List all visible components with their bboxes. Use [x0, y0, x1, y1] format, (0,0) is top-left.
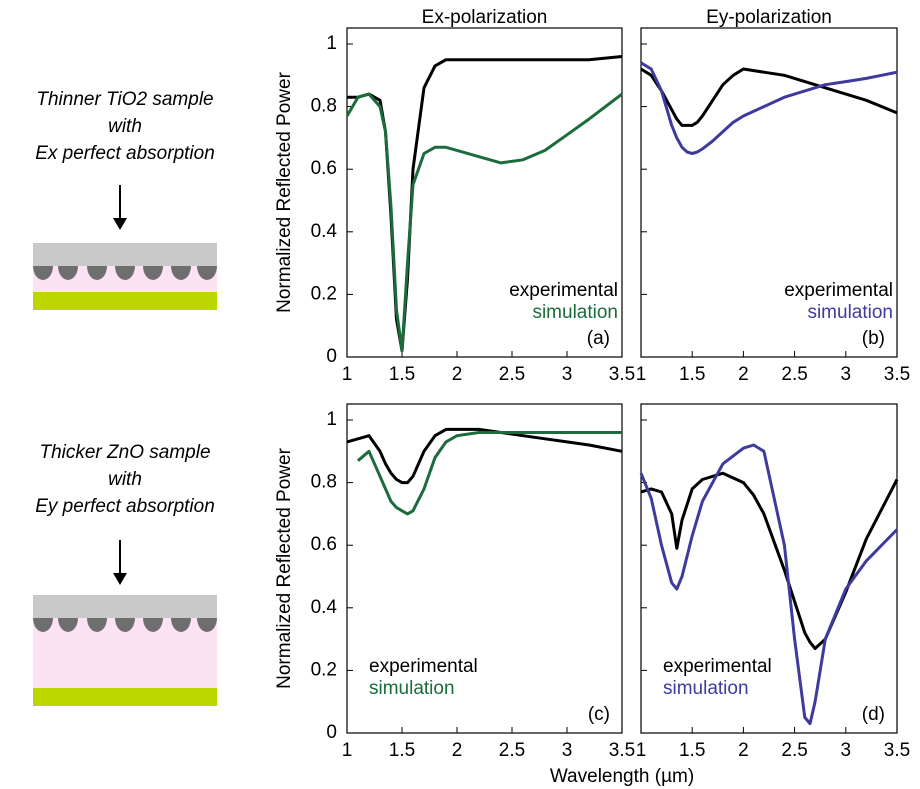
x-tick-label: 2 [452, 740, 463, 761]
y-axis-label: Normalized Reflected Power [274, 71, 295, 312]
x-tick-label: 3 [562, 364, 573, 385]
legend-entry: simulation [807, 302, 893, 323]
top-layer [33, 595, 217, 618]
y-tick-label: 0.8 [311, 472, 337, 493]
data-line [640, 471, 899, 650]
legend-entry: experimental [784, 280, 893, 301]
arrow-head [113, 573, 127, 585]
plot-frame [640, 403, 898, 734]
legend-entry: experimental [369, 656, 478, 677]
y-tick-label: 0.6 [311, 534, 337, 555]
x-tick-label: 1.5 [679, 740, 705, 761]
plot-frame [346, 27, 623, 358]
x-tick-label: 1.5 [389, 740, 415, 761]
chart-title: Ex-polarization [422, 7, 548, 28]
x-tick-label: 2.5 [781, 740, 807, 761]
arrow-head [113, 218, 127, 230]
x-tick-label: 2.5 [499, 740, 525, 761]
y-tick-label: 1 [326, 33, 337, 54]
x-tick-label: 1 [342, 740, 353, 761]
x-tick-label: 1.5 [679, 364, 705, 385]
panel-label: (c) [588, 704, 610, 725]
x-tick-label: 3.5 [884, 740, 910, 761]
x-tick-label: 3 [841, 740, 852, 761]
panel-label: (d) [862, 704, 885, 725]
sample-label: Thinner TiO2 sample [36, 89, 213, 110]
data-line [357, 431, 622, 516]
sample-label: with [108, 469, 142, 490]
bottom-layer [33, 688, 217, 706]
x-tick-label: 2.5 [781, 364, 807, 385]
x-tick-label: 3.5 [609, 364, 635, 385]
data-line [345, 92, 623, 353]
data-line [346, 427, 623, 485]
x-tick-label: 2 [452, 364, 463, 385]
x-tick-label: 2 [738, 740, 749, 761]
sample-label: Ex perfect absorption [35, 143, 215, 164]
legend-entry: simulation [532, 302, 618, 323]
legend-entry: simulation [663, 678, 749, 699]
x-tick-label: 3.5 [609, 740, 635, 761]
x-tick-label: 1.5 [389, 364, 415, 385]
particles [33, 266, 217, 280]
y-tick-label: 0.2 [311, 283, 337, 304]
sample-label: Thicker ZnO sample [39, 442, 210, 463]
x-tick-label: 1 [636, 740, 647, 761]
bottom-layer [33, 292, 217, 310]
y-tick-label: 0 [326, 722, 337, 743]
legend-entry: experimental [663, 656, 772, 677]
data-line [640, 61, 898, 155]
data-line [639, 443, 899, 726]
particles [33, 618, 217, 632]
sample-label: with [108, 116, 142, 137]
y-axis-label: Normalized Reflected Power [274, 447, 295, 688]
x-axis-label: Wavelength (µm) [550, 766, 694, 787]
y-tick-label: 0.2 [311, 659, 337, 680]
panel-label: (b) [862, 328, 885, 349]
y-tick-label: 1 [326, 409, 337, 430]
x-tick-label: 3.5 [884, 364, 910, 385]
panel-label: (a) [587, 328, 610, 349]
chart-title: Ey-polarization [706, 7, 832, 28]
sample-label: Ey perfect absorption [35, 496, 215, 517]
sample-diagram [33, 185, 217, 310]
y-tick-label: 0.6 [311, 158, 337, 179]
plot-frame [346, 403, 623, 734]
x-tick-label: 2.5 [499, 364, 525, 385]
y-tick-label: 0.8 [311, 96, 337, 117]
x-tick-label: 2 [738, 364, 749, 385]
y-tick-label: 0 [326, 346, 337, 367]
legend-entry: simulation [369, 678, 455, 699]
x-tick-label: 3 [841, 364, 852, 385]
y-tick-label: 0.4 [311, 221, 338, 242]
x-tick-label: 3 [562, 740, 573, 761]
sample-diagram [33, 540, 217, 706]
y-tick-label: 0.4 [311, 597, 338, 618]
plot-frame [640, 27, 898, 358]
top-layer [33, 243, 217, 266]
x-tick-label: 1 [342, 364, 353, 385]
x-tick-label: 1 [636, 364, 647, 385]
legend-entry: experimental [509, 280, 618, 301]
data-line [640, 67, 898, 127]
